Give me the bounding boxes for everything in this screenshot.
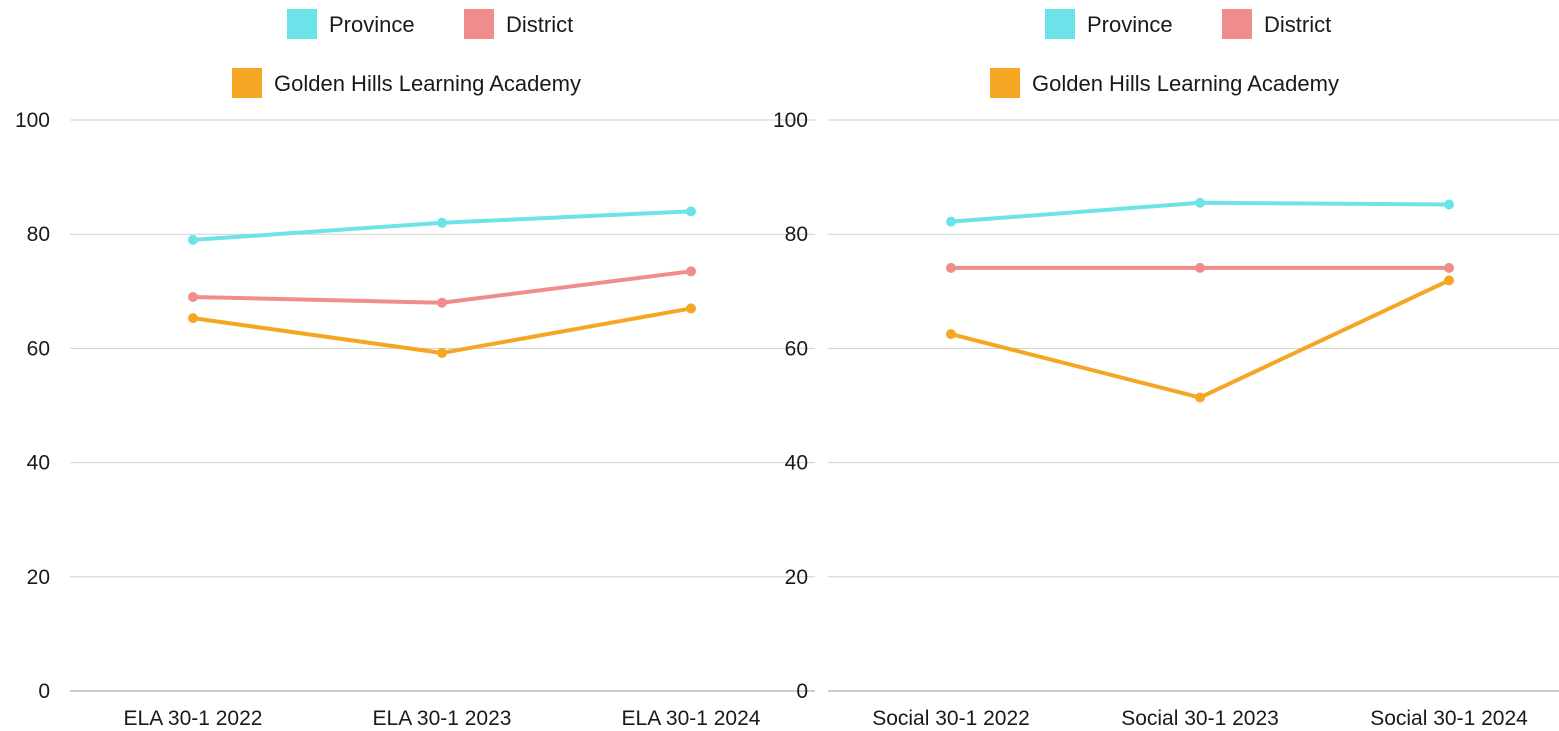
y-tick-label: 100 [773,109,808,132]
data-point [686,206,696,217]
data-point [1444,199,1454,210]
data-point [686,303,696,314]
legend-label: District [1264,12,1331,37]
data-point [188,234,198,245]
y-tick-label: 20 [27,566,50,589]
chart-ela-30-1: 0 20 40 60 80 100 ELA 30-1 2022 ELA 30-1 2023 EL… [15,9,815,730]
legend-swatch [464,9,494,39]
data-point [437,297,447,308]
legend-label: Golden Hills Learning Academy [274,71,581,96]
legend-swatch [287,9,317,39]
data-point [1444,262,1454,273]
x-tick-label: Social 30-1 2024 [1370,707,1528,730]
x-tick-label: Social 30-1 2023 [1121,707,1279,730]
legend-swatch [1045,9,1075,39]
y-tick-label: 40 [27,452,50,475]
y-tick-label: 80 [785,223,808,246]
y-tick-label: 0 [796,680,808,703]
legend-swatch [232,68,262,98]
data-point [188,313,198,324]
legend-swatch [990,68,1020,98]
y-tick-label: 20 [785,566,808,589]
legend-label: Golden Hills Learning Academy [1032,71,1339,96]
y-tick-label: 40 [785,452,808,475]
x-tick-label: ELA 30-1 2023 [373,707,512,730]
data-point [1195,262,1205,273]
y-tick-label: 60 [27,337,50,360]
data-point [188,292,198,303]
y-tick-label: 100 [15,109,50,132]
legend-swatch [1222,9,1252,39]
data-point [686,266,696,277]
data-point [946,329,956,340]
data-point [437,347,447,358]
y-tick-label: 0 [38,680,50,703]
x-tick-label: ELA 30-1 2022 [124,707,263,730]
legend-label: District [506,12,573,37]
data-point [437,217,447,228]
data-point [1444,275,1454,286]
y-tick-label: 80 [27,223,50,246]
legend-label: Province [1087,12,1173,37]
y-tick-label: 60 [785,337,808,360]
x-tick-label: Social 30-1 2022 [872,707,1030,730]
data-point [946,216,956,227]
data-point [1195,197,1205,208]
chart-social-30-1: 0 20 40 60 80 100 Social 30-1 2022 Social 30-1 … [773,9,1559,730]
x-tick-label: ELA 30-1 2024 [622,707,761,730]
legend-label: Province [329,12,415,37]
series-line-golden-hills-learning-academy [949,278,1451,400]
data-point [1195,392,1205,403]
data-point [946,262,956,273]
series-line-golden-hills-learning-academy [191,306,693,355]
